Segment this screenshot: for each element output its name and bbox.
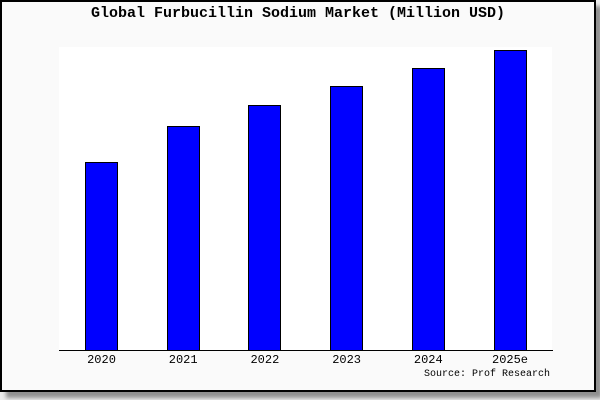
x-tick-label-2020: 2020: [87, 353, 116, 367]
bar-2020: [85, 162, 118, 350]
x-tick-label-2022: 2022: [250, 353, 280, 367]
source-note: Source: Prof Research: [423, 369, 550, 380]
x-tick-label-2023: 2023: [332, 353, 361, 367]
bar-2021: [166, 125, 200, 350]
bar-2022: [248, 104, 282, 350]
x-tick-label-2025e: 2025e: [491, 353, 529, 367]
x-tick-label-2024: 2024: [413, 353, 443, 367]
bar-2024: [411, 68, 445, 350]
chart-title: Global Furbucillin Sodium Market (Millio…: [90, 5, 506, 22]
x-axis-line: [59, 350, 553, 351]
plot-area: [59, 47, 552, 350]
bar-2025e: [493, 50, 527, 350]
x-tick-label-2021: 2021: [168, 353, 198, 367]
figure-frame: Global Furbucillin Sodium Market (Millio…: [0, 0, 596, 392]
bar-2023: [330, 86, 364, 350]
